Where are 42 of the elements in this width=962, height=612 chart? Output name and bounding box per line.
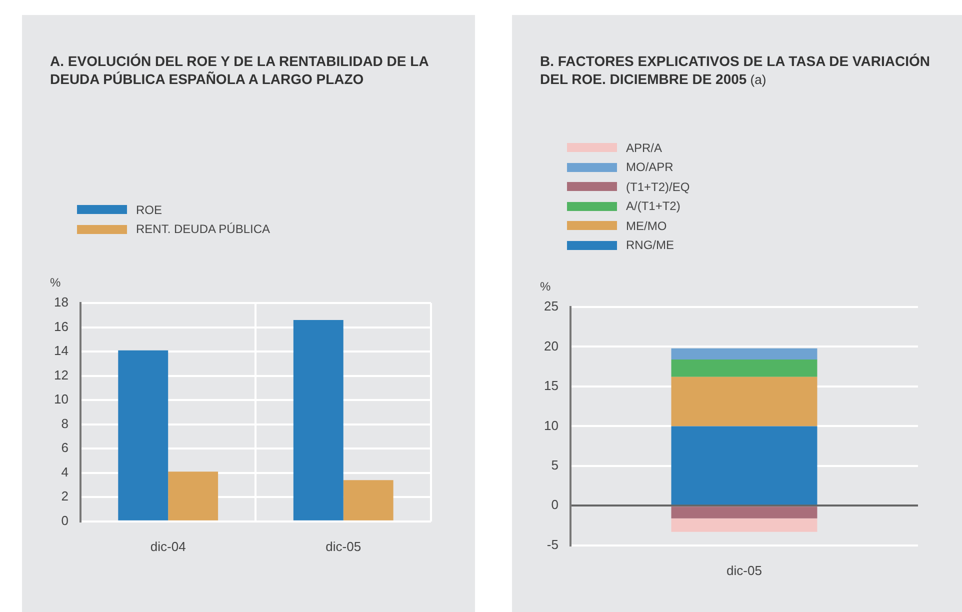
bar	[671, 518, 818, 532]
y-tick-label: 20	[544, 338, 558, 354]
y-tick-label: 12	[54, 367, 68, 382]
y-tick-label: 8	[61, 416, 68, 431]
chart-subtitle: (a)	[749, 72, 766, 87]
chart-title: A. EVOLUCIÓN DEL ROE Y DE LA RENTABILIDAD DE LA DEUDA PÚBLICA ESPAÑOLA A LARGO PLAZO	[50, 52, 430, 88]
y-axis-title: %	[540, 279, 551, 294]
bar	[671, 426, 818, 505]
bar	[168, 472, 218, 520]
legend-label: ROE	[136, 202, 162, 217]
y-tick-label: 6	[61, 440, 68, 456]
legend-label: (T1+T2)/EQ	[626, 180, 690, 194]
y-axis-title: %	[50, 275, 61, 290]
bar	[671, 506, 818, 518]
y-tick-label: 0	[61, 512, 68, 528]
x-tick-label: dic-04	[150, 538, 186, 554]
bar	[293, 320, 344, 520]
y-tick-label: -5	[546, 536, 558, 552]
legend-label: RENT. DEUDA PÚBLICA	[136, 222, 270, 236]
y-tick-label: 14	[54, 343, 68, 358]
y-tick-label: 5	[551, 458, 558, 473]
bar	[671, 359, 818, 377]
legend-label: APR/A	[626, 140, 662, 155]
y-tick-label: 18	[54, 294, 68, 310]
bar	[671, 376, 818, 426]
y-tick-label: 10	[54, 392, 68, 407]
y-tick-label: 10	[544, 418, 558, 433]
legend-label: ME/MO	[626, 218, 667, 233]
y-tick-label: 16	[54, 318, 68, 334]
legend-label: RNG/ME	[626, 238, 674, 252]
x-tick-label: dic-05	[726, 562, 762, 578]
legend-label: A/(T1+T2)	[626, 199, 680, 214]
y-tick-label: 4	[61, 464, 68, 480]
x-tick-label: dic-05	[326, 538, 362, 554]
bar	[671, 348, 818, 360]
bar	[118, 350, 168, 520]
legend-label: MO/APR	[626, 160, 674, 174]
y-tick-label: 0	[551, 497, 558, 512]
bar	[343, 480, 394, 520]
y-tick-label: 2	[61, 488, 68, 504]
y-tick-label: 25	[544, 298, 558, 314]
y-tick-label: 15	[544, 378, 558, 394]
